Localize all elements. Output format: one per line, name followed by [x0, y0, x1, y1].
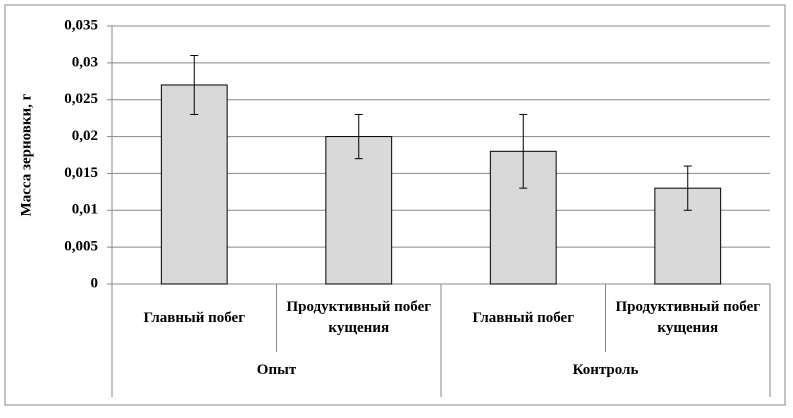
x-tick-label: Продуктивный побег кущения — [286, 299, 432, 336]
group-label: Контроль — [572, 362, 639, 378]
y-tick-label: 0,005 — [64, 239, 98, 255]
x-tick-label: Продуктивный побег кущения — [615, 299, 761, 336]
y-tick-label: 0,03 — [72, 54, 98, 70]
y-tick-label: 0 — [91, 275, 99, 291]
y-tick-label: 0,02 — [72, 128, 98, 144]
bar — [160, 84, 228, 285]
y-tick-label: 0,025 — [64, 91, 98, 107]
group-label: Опыт — [256, 362, 297, 378]
error-bar — [683, 165, 692, 211]
error-bar — [190, 54, 199, 115]
bar — [325, 136, 393, 285]
y-axis-label: Масса зерновки, г — [18, 93, 34, 216]
error-bar — [519, 113, 528, 189]
y-tick-label: 0,035 — [64, 17, 98, 33]
y-tick-label: 0,015 — [64, 165, 98, 181]
x-tick-label: Главный побег — [472, 309, 575, 326]
y-tick-label: 0,01 — [72, 202, 98, 218]
x-tick-label: Главный побег — [143, 309, 246, 326]
error-bar — [354, 113, 363, 160]
